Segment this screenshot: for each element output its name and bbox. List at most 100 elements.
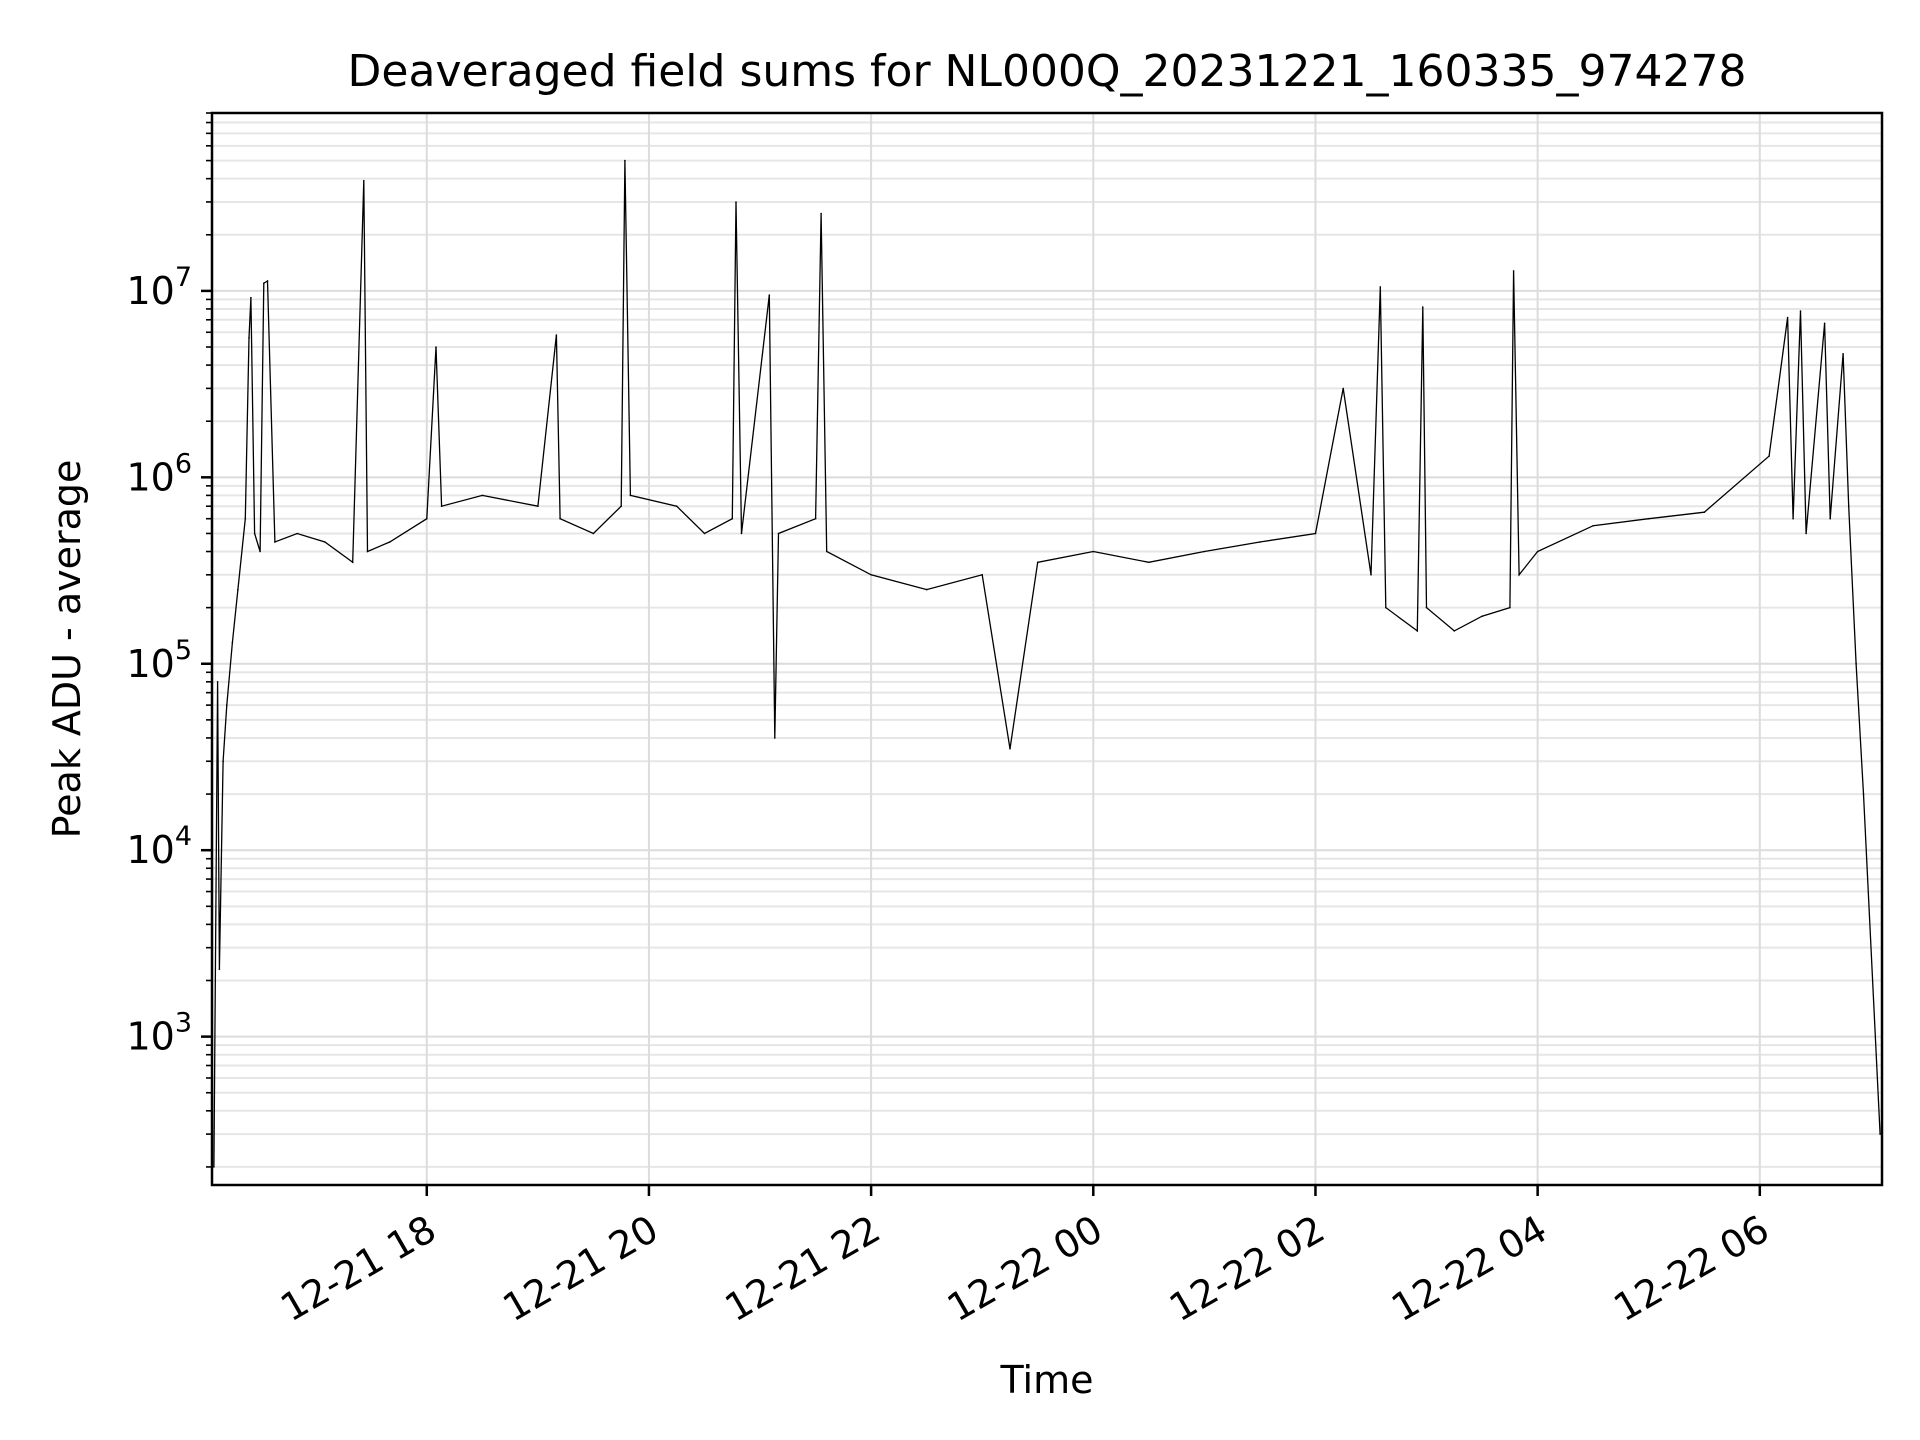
data-point [629,494,632,497]
y-tick-label: 107 [126,262,192,313]
data-point [1036,561,1039,564]
data-point [388,541,391,543]
data-point [1416,630,1419,632]
data-point [925,588,928,591]
data-point [740,532,743,535]
data-point [253,532,256,535]
data-point [440,505,443,508]
y-tick-label-base: 10 [126,1015,174,1059]
data-point [351,561,354,564]
data-point [1847,505,1850,508]
y-tick-label-exponent: 3 [175,1008,192,1039]
data-point [825,550,828,553]
data-point [592,532,595,535]
data-point [216,681,219,683]
data-point [1855,663,1857,665]
data-point [1592,524,1594,527]
data-point [237,588,239,591]
data-point [1370,574,1372,576]
data-point [768,294,771,296]
x-tick-label: 12-22 02 [1162,1207,1332,1331]
data-point [1823,322,1826,325]
data-point [774,737,776,739]
data-point [1342,387,1344,390]
data-point [226,704,228,706]
data-point [1259,541,1261,543]
x-axis: 12-21 18 12-21 20 12-21 22 12-22 00 12-22 02… [273,1185,1776,1330]
data-point [1509,606,1511,609]
data-point [1385,606,1387,609]
data-point [1092,550,1095,553]
chart-title: Deaveraged field sums for NL000Q_2023122… [348,46,1747,97]
data-point [435,346,437,348]
x-tick-label: 12-21 22 [718,1207,888,1331]
data-point [1314,532,1317,535]
data-point [820,212,822,215]
data-point [731,517,734,520]
data-point [363,179,365,182]
x-tick-label: 12-21 20 [495,1207,665,1331]
axes-frame [210,111,1884,1187]
data-point [1203,550,1206,553]
data-point [250,296,252,299]
y-tick-label: 104 [126,821,192,872]
data-point [1805,532,1807,535]
y-tick-label-base: 10 [126,642,174,686]
data-point [1799,310,1802,312]
data-point [814,517,817,520]
data-point [703,532,706,535]
data-point [1829,517,1831,520]
data-point [1792,517,1794,520]
data-point [870,574,872,576]
data-point [263,282,265,285]
data-point [1842,353,1844,355]
data-point [1536,550,1539,553]
data-point [1518,574,1520,576]
data-point [259,550,261,553]
data-point [1148,561,1150,564]
x-tick-label: 12-22 00 [940,1207,1110,1331]
plot-area [213,159,1881,1168]
data-point [675,505,678,508]
data-point [537,505,539,508]
data-point [296,532,299,535]
data-point [1512,270,1515,272]
data-point [1481,615,1483,617]
data-point [1453,630,1456,632]
data-point [1379,286,1382,288]
x-tick-label: 12-22 06 [1606,1207,1776,1331]
data-point [222,760,224,762]
y-tick-label: 106 [126,448,192,499]
y-tick-label-base: 10 [126,455,174,499]
data-point [1862,793,1865,795]
grid [212,112,1882,1185]
data-point [620,505,622,508]
x-axis-label: Time [1000,1358,1094,1402]
data-point [218,968,221,970]
data-point [481,494,484,497]
data-point [1879,1133,1881,1135]
y-tick-label: 103 [126,1008,192,1059]
data-point [274,541,276,543]
data-point [1009,748,1011,750]
data-point [1425,606,1428,609]
x-tick-label: 12-22 04 [1384,1207,1554,1331]
data-point [1422,306,1424,308]
data-point [266,280,269,282]
data-point [735,201,737,203]
data-point [213,1166,215,1168]
data-point [1786,316,1789,319]
y-tick-label-exponent: 5 [175,635,192,666]
y-tick-label-exponent: 4 [175,821,192,852]
data-point [1703,511,1706,513]
y-tick-label-exponent: 7 [175,262,192,293]
data-point [624,159,626,162]
data-point [559,517,561,520]
data-point [324,541,326,543]
x-tick-label: 12-21 18 [273,1207,443,1331]
data-point [777,532,780,535]
data-point [244,517,247,520]
data-point [1768,455,1770,457]
y-axis-label: Peak ADU - average [45,460,89,839]
